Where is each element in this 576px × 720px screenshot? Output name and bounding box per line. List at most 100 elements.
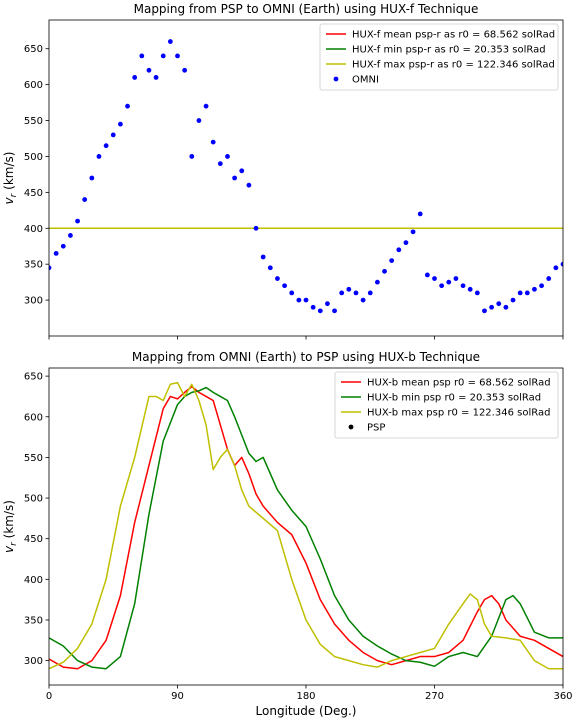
legend: HUX-b mean psp r0 = 68.562 solRad HUX-b m…: [334, 371, 559, 439]
series-3-point: [439, 283, 445, 289]
series-3-point: [103, 143, 109, 149]
legend-box: [319, 23, 559, 91]
y-tick-label: 300: [24, 296, 43, 307]
series-3-point: [160, 53, 166, 59]
series-3-point: [110, 132, 116, 138]
y-tick-label: 350: [24, 260, 43, 271]
y-tick-label: 550: [24, 116, 43, 127]
y-tick-label: 600: [24, 412, 43, 423]
legend-label: HUX-b mean psp r0 = 68.562 solRad: [367, 378, 551, 389]
series-3-point: [517, 290, 523, 296]
y-axis-label-unit: (km/s): [2, 152, 16, 194]
plot-area: [49, 39, 563, 314]
y-tick-label: 550: [24, 453, 43, 464]
x-tick: 270: [425, 685, 444, 702]
legend-box: [334, 371, 559, 439]
series-3-point: [382, 268, 387, 274]
x-tick-label: 270: [425, 691, 444, 702]
series-3-point: [167, 39, 173, 44]
y-tick: 500: [24, 152, 49, 163]
series-3-point: [346, 286, 352, 292]
legend-swatch-marker: [348, 424, 354, 430]
series-3-point: [253, 225, 259, 231]
series-3-point: [182, 67, 188, 73]
series-3-point: [275, 276, 280, 281]
series-3-point: [446, 279, 452, 285]
chart-title: Mapping from OMNI (Earth) to PSP using H…: [132, 350, 480, 364]
y-tick-label: 650: [24, 372, 43, 383]
x-tick: 360: [553, 685, 573, 702]
y-tick: 400: [24, 224, 49, 235]
series-3-point: [553, 265, 559, 271]
series-3-point: [332, 308, 337, 314]
series-3-point: [53, 251, 59, 256]
x-tick-label: 180: [296, 691, 315, 702]
series-3-point: [496, 301, 502, 307]
series-1-line: [49, 386, 563, 670]
legend-label: PSP: [367, 423, 385, 434]
series-3-point: [146, 67, 152, 73]
y-tick-label: 450: [24, 534, 43, 545]
bottom-chart-panel: Mapping from OMNI (Earth) to PSP using H…: [2, 350, 573, 718]
series-3-point: [289, 290, 295, 296]
series-3-point: [339, 290, 345, 296]
series-3-point: [303, 297, 309, 303]
y-axis-label-main: v: [2, 196, 16, 204]
x-tick: 180: [296, 685, 316, 702]
legend-swatch-marker: [333, 76, 339, 82]
series-3-point: [139, 53, 145, 59]
y-tick-label: 600: [24, 80, 43, 91]
series-3-point: [75, 218, 80, 224]
series-3-point: [489, 304, 495, 310]
y-tick: 600: [24, 80, 49, 91]
series-3-point: [310, 304, 316, 310]
y-tick: 350: [24, 260, 49, 271]
series-3-point: [82, 197, 88, 202]
y-axis-label-unit: (km/s): [2, 500, 16, 542]
y-tick-label: 300: [24, 656, 43, 667]
y-tick-label: 650: [24, 44, 43, 55]
plot-area: [49, 381, 563, 670]
series-3-point: [225, 154, 230, 159]
y-tick: 450: [24, 188, 49, 199]
y-tick: 600: [24, 412, 49, 423]
series-3-point: [153, 75, 159, 80]
series-3-point: [317, 308, 323, 314]
series-3-point: [89, 175, 95, 181]
y-axis-label: vr (km/s): [2, 152, 19, 205]
series-0-line: [49, 385, 563, 670]
series-3-point: [389, 258, 395, 263]
x-axis-label: Longitude (Deg.): [256, 704, 357, 718]
legend-label: OMNI: [352, 75, 379, 86]
series-3-point: [196, 118, 202, 123]
y-tick: 300: [24, 656, 49, 667]
y-tick-label: 400: [24, 575, 43, 586]
legend-label: HUX-b max psp r0 = 122.346 solRad: [367, 408, 550, 419]
y-tick: 650: [24, 372, 49, 383]
series-3-point: [260, 254, 266, 260]
series-3-point: [453, 276, 459, 281]
series-3-point: [367, 290, 373, 296]
series-3-point: [374, 279, 380, 285]
y-tick: 450: [24, 534, 49, 545]
y-axis-label-sub: r: [9, 541, 19, 546]
chart-title: Mapping from PSP to OMNI (Earth) using H…: [134, 2, 479, 16]
series-3-point: [474, 290, 480, 296]
series-3-point: [432, 276, 437, 281]
series-3-point: [246, 182, 252, 188]
legend: HUX-f mean psp-r as r0 = 68.562 solRad HU…: [319, 23, 559, 91]
y-tick-label: 350: [24, 615, 43, 626]
y-tick: 500: [24, 494, 49, 505]
series-3-point: [325, 301, 330, 307]
y-axis-label: vr (km/s): [2, 500, 19, 553]
y-tick: 400: [24, 575, 49, 586]
y-tick: 550: [24, 453, 49, 464]
series-3-point: [482, 308, 487, 314]
legend-label: HUX-b min psp r0 = 20.353 solRad: [367, 393, 541, 404]
y-tick: 300: [24, 296, 49, 307]
series-3-point: [467, 286, 473, 292]
series-3-point: [49, 265, 52, 271]
series-3-point: [510, 297, 516, 303]
x-tick-label: 360: [553, 691, 572, 702]
y-tick: 350: [24, 615, 49, 626]
